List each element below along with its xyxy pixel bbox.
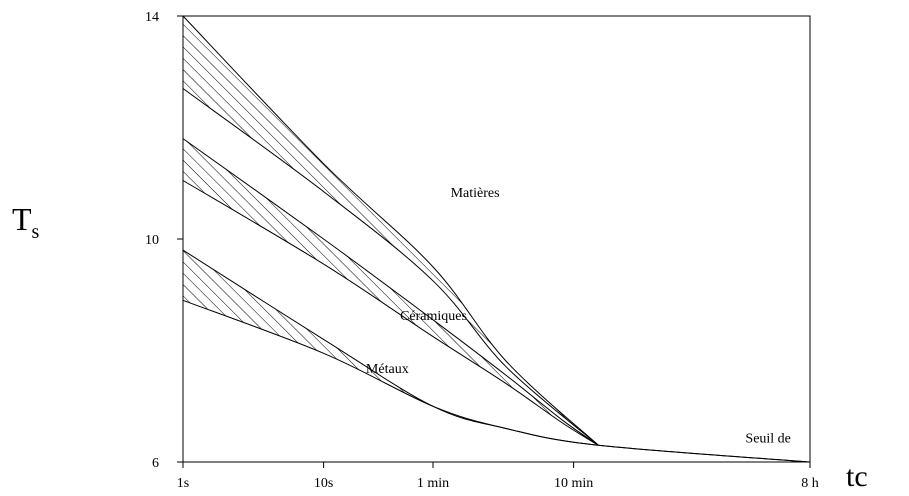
x-tick-label: 1 min xyxy=(417,476,449,491)
band-matieres xyxy=(183,16,599,446)
x-tick-label: 1s xyxy=(177,476,189,491)
y-axis-title-main: T xyxy=(12,201,32,237)
label-matieres: Matières xyxy=(451,186,500,201)
curve-lower-ceramiques xyxy=(182,180,599,446)
label-metaux: Métaux xyxy=(366,362,409,377)
annotation-seuil: Seuil de xyxy=(745,431,791,446)
y-axis-title-sub: s xyxy=(32,221,40,243)
x-tick-label: 10s xyxy=(314,476,333,491)
x-tick-label: 8 h xyxy=(801,476,819,491)
curve-lower-metaux xyxy=(182,299,811,463)
curve-upper-matieres xyxy=(182,15,599,446)
x-tick-label: 10 min xyxy=(554,476,593,491)
y-tick-label: 6 xyxy=(152,456,159,471)
chart-marks: Matières Céramiques Métaux Seuil de xyxy=(182,15,811,463)
curve-upper-ceramiques xyxy=(182,138,599,446)
y-tick-label: 10 xyxy=(145,233,159,248)
plot-frame xyxy=(182,15,811,463)
y-axis-title: Ts xyxy=(12,201,40,243)
band-ceramiques xyxy=(183,138,599,446)
axes: 1s 10s 1 min 10 min 8 h 6 10 14 xyxy=(145,10,819,491)
curve-lower-matieres xyxy=(182,88,599,446)
x-axis-title: tc xyxy=(846,460,868,493)
label-ceramiques: Céramiques xyxy=(400,309,467,324)
y-tick-label: 14 xyxy=(145,10,159,25)
